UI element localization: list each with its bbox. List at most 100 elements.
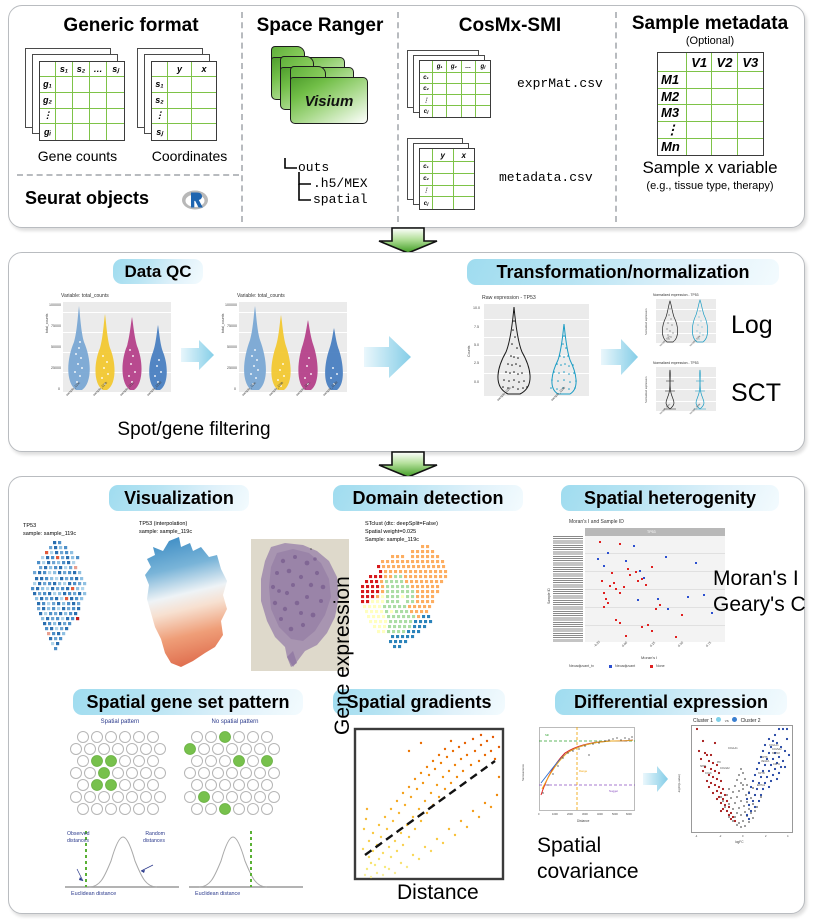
badge-spatial-heterogeneity: Spatial heterogenity xyxy=(561,485,779,511)
variogram-x-tick-2: 2000 xyxy=(567,813,573,816)
qc-y-tick-1-0: 100000 xyxy=(49,303,61,307)
badge-domain-detection: Domain detection xyxy=(333,485,523,511)
gradients-y-label: Gene expression xyxy=(331,576,354,735)
variogram-y-label: Semivariance xyxy=(521,764,525,781)
meta-row-mn: Mn xyxy=(658,138,687,155)
viz-plot1-subtitle: sample: sample_119c xyxy=(23,531,77,537)
raw-y-label: Counts xyxy=(467,345,471,357)
viz-plot2-subtitle: sample: sample_119c xyxy=(139,529,193,535)
viz-plot1-title: TP53 xyxy=(23,523,37,529)
domain-line-3: Sample: sample_119c xyxy=(365,537,420,543)
coordinates-row-1: s₂ xyxy=(152,92,168,109)
badge-visualization: Visualization xyxy=(109,485,249,511)
morans-legend-item-1: None xyxy=(656,664,665,668)
badge-differential-expression: Differential expression xyxy=(555,689,787,715)
gene-set-left-title: Spatial pattern xyxy=(100,719,140,725)
raw-y-tick-0: 10.0 xyxy=(473,306,480,310)
morans-x-label: Moran's I xyxy=(641,655,658,660)
qc-y-tick-1-2: 50000 xyxy=(51,345,61,349)
volcano-x-tick-1: -2 xyxy=(719,835,722,838)
viz-plot2-title: TP53 (interpolation) xyxy=(139,521,188,527)
volcano-title-cluster1: Cluster 1 xyxy=(693,718,714,724)
divider-spaceranger-cosmx xyxy=(397,12,399,222)
metadata-row-1: c₂ xyxy=(420,173,433,186)
gene-set-hexgrid-clustered xyxy=(70,731,166,815)
volcano-gene-right-1: COL5A2 xyxy=(772,748,782,751)
volcano-gene-left-1: PKI xyxy=(717,761,722,764)
flow-arrow-1-icon xyxy=(377,227,439,254)
sample-variable-caption: Sample x variable xyxy=(642,158,778,177)
metadata-row-0: c₁ xyxy=(420,162,433,174)
variogram-x-tick-4: 4000 xyxy=(597,813,603,816)
gene-set-right-title: No spatial pattern xyxy=(211,719,259,725)
metadata-col-1: x xyxy=(453,149,474,162)
gene-counts-row-3: gᵢ xyxy=(40,124,56,140)
legend-swatch-neoadjuvant xyxy=(609,665,612,668)
sample-metadata-title: Sample metadata xyxy=(631,13,789,34)
domain-line-1: STclust (dtc: deepSplit=False) xyxy=(365,521,438,527)
coordinates-row-2: ⋮ xyxy=(152,108,168,125)
divider-generic-spaceranger xyxy=(241,12,243,222)
coordinates-stack: y x s₁ s₂ ⋮ sⱼ xyxy=(137,48,237,153)
volcano-gene-left-2: COL3A2 xyxy=(720,767,730,770)
sample-metadata-table: V1 V2 V3 M1 M2 M3 ⋮ Mn xyxy=(657,52,764,156)
raw-expression-title: Raw expression - TP53 xyxy=(482,295,536,301)
badge-spatial-gradients: Spatial gradients xyxy=(333,689,505,715)
exprmat-col-2: … xyxy=(461,61,476,73)
coordinates-row-3: sⱼ xyxy=(152,124,168,140)
metadata-csv-stack: y x c₁ c₂ ⋮ cⱼ xyxy=(407,138,507,222)
morans-i-scatter-plot: Moran's I and Sample ID TP53 Sample ID xyxy=(547,519,747,671)
folder-icon-visium: Visium xyxy=(290,66,368,124)
gradients-x-label: Distance xyxy=(397,881,479,904)
exprmat-row-0: c₁ xyxy=(420,73,433,84)
exprmat-row-3: cⱼ xyxy=(420,106,433,117)
visium-folder-label: Visium xyxy=(304,92,354,110)
meta-row-m1: M1 xyxy=(658,72,687,89)
qc-plot-title-2: Variable: total_counts xyxy=(237,293,285,299)
gene-set-annotation-random: Random distances xyxy=(143,831,165,844)
coordinates-caption: Coordinates xyxy=(151,148,228,164)
qc-y-tick-1-3: 25000 xyxy=(51,366,61,370)
morans-legend-title: Neoadjuvant_tx xyxy=(569,664,594,668)
variogram-plot: Semivariance Sill Range Nugget 0 1000 20… xyxy=(519,723,639,833)
qc-internal-arrow-icon xyxy=(181,338,215,372)
qc-to-transform-arrow-icon xyxy=(364,333,412,381)
gene-set-distribution-random xyxy=(189,831,303,888)
stclust-domain-map xyxy=(361,545,448,649)
morans-plot-title: Moran's I and Sample ID xyxy=(569,519,624,525)
meta-col-v3: V3 xyxy=(737,53,763,72)
meta-col-v2: V2 xyxy=(712,53,738,72)
gene-set-x-label-right: Euclidean distance xyxy=(195,891,241,897)
volcano-title-vs: vs xyxy=(724,718,729,723)
qc-y-tick-1-4: 0 xyxy=(58,387,60,391)
meta-row-ellipsis: ⋮ xyxy=(658,121,687,139)
divider-cosmx-metadata xyxy=(615,12,617,222)
volcano-gene-right-6: KRTB xyxy=(758,772,765,775)
qc-y-tick-2-1: 75000 xyxy=(227,324,237,328)
volcano-x-tick-2: 0 xyxy=(742,835,744,838)
volcano-gene-right-4: VEGFA xyxy=(761,760,770,763)
downstream-analyses-panel: Visualization TP53 sample: sample_119c xyxy=(8,476,806,914)
gene-counts-col-0: s₁ xyxy=(56,62,73,77)
qc-y-label-1: total_counts xyxy=(45,313,49,333)
volcano-title-cluster2: Cluster 2 xyxy=(740,718,761,724)
metadata-col-0: y xyxy=(433,149,454,162)
meta-col-v1: V1 xyxy=(687,53,713,72)
qc-y-tick-2-2: 50000 xyxy=(227,345,237,349)
volcano-gene-right-5: CDH1 xyxy=(773,763,780,766)
morans-y-label: Sample ID xyxy=(547,588,551,604)
metadata-row-2: ⋮ xyxy=(420,185,433,198)
volcano-plot: Cluster 1 vs Cluster 2 -log10(p-value) xyxy=(673,717,798,847)
exprmat-stack: g₁ g₂ … gⱼ c₁ c₂ ⋮ cⱼ xyxy=(407,50,507,130)
raw-y-tick-1: 7.5 xyxy=(474,325,479,329)
volcano-gene-right-7: EPHA1 xyxy=(757,784,766,787)
meta-row-m3: M3 xyxy=(658,105,687,122)
qc-y-tick-1-1: 75000 xyxy=(51,324,61,328)
variogram-ann-range: Range xyxy=(579,769,588,773)
variogram-x-label: Distance xyxy=(577,819,590,823)
volcano-gene-right-0: COL1A1 xyxy=(769,744,779,747)
volcano-x-tick-4: 4 xyxy=(787,835,789,838)
tree-item-h5mex: .h5/MEX xyxy=(313,176,368,191)
cosmx-title: CosMx-SMI xyxy=(458,15,562,36)
sample-metadata-subtitle: (Optional) xyxy=(685,35,735,47)
